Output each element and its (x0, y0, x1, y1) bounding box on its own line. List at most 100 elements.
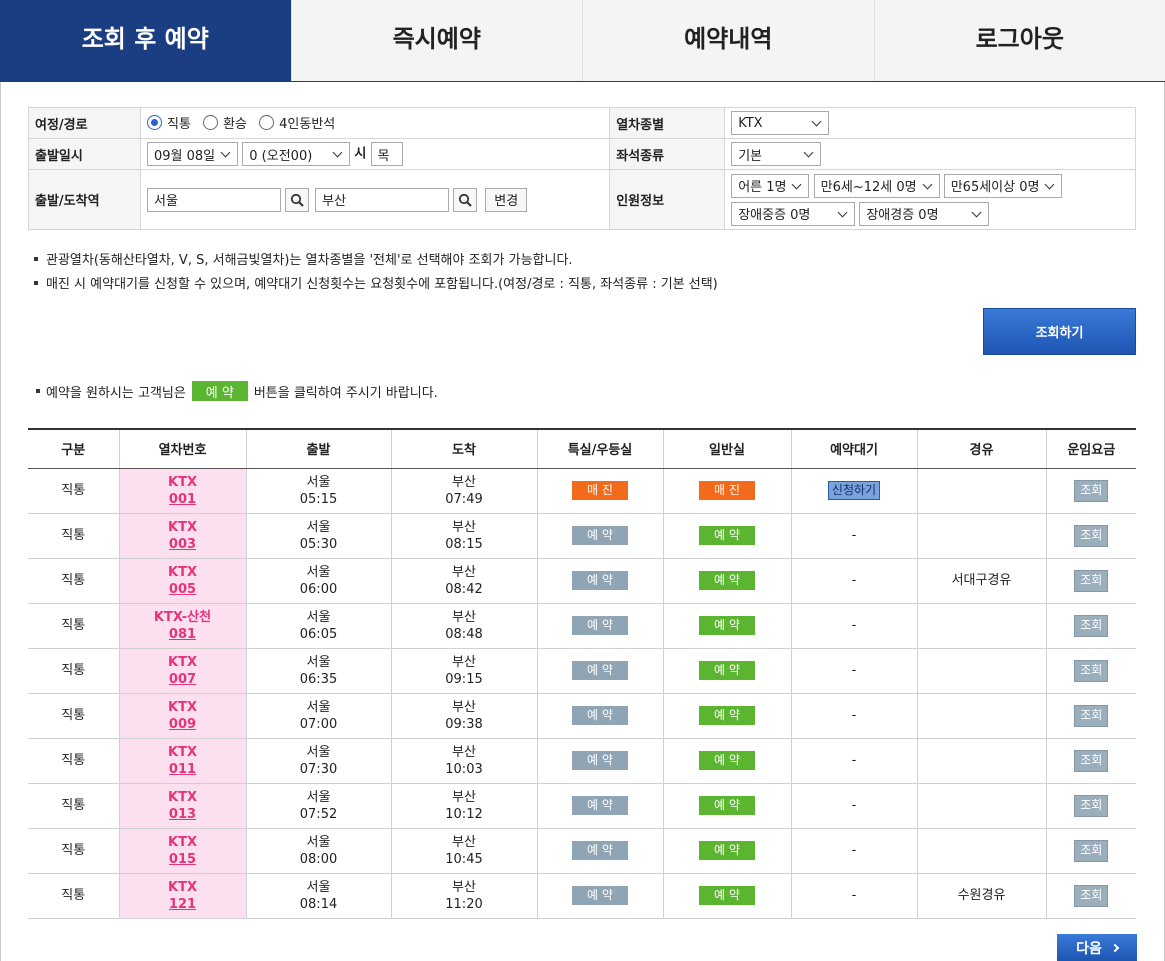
fare-button[interactable]: 조회 (1074, 614, 1109, 637)
seat-button[interactable]: 예 약 (572, 841, 628, 860)
seat-button[interactable]: 예 약 (572, 886, 628, 905)
fare-button[interactable]: 조회 (1074, 794, 1109, 817)
seat-button[interactable]: 예 약 (699, 841, 755, 860)
field-label: 열차종별 (609, 107, 726, 139)
seat-button[interactable]: 예 약 (572, 571, 628, 590)
select[interactable]: 만6세~12세 0명 (813, 173, 940, 198)
train-number[interactable]: 001 (168, 491, 197, 507)
select[interactable]: 기본 (731, 142, 822, 166)
seat-cell: 예 약 (536, 647, 664, 694)
radio[interactable]: 직통 (147, 113, 191, 132)
train-name[interactable]: KTX (168, 789, 197, 805)
tab[interactable]: 로그아웃 (873, 0, 1165, 81)
fare-button[interactable]: 조회 (1074, 659, 1109, 682)
train-type-field: KTX (724, 107, 1136, 139)
select[interactable]: KTX (731, 111, 830, 135)
instruction-text: 예약을 원하시는 고객님은 (46, 385, 186, 401)
fare-button[interactable]: 조회 (1074, 839, 1109, 862)
train-name[interactable]: KTX (168, 699, 197, 715)
fare-cell: 조회 (1045, 512, 1136, 559)
seat-button[interactable]: 예 약 (699, 661, 755, 680)
seat-button[interactable]: 예 약 (699, 706, 755, 725)
seat-button[interactable]: 예 약 (699, 796, 755, 815)
train-number[interactable]: 007 (168, 671, 197, 687)
next-button[interactable]: 다음 (1057, 934, 1137, 961)
time-cell: 서울 08:00 (245, 827, 392, 874)
seat-button[interactable]: 예 약 (572, 706, 628, 725)
seat-button[interactable]: 매 진 (699, 481, 755, 500)
train-name[interactable]: KTX (168, 879, 197, 895)
seat-button[interactable]: 예 약 (572, 526, 628, 545)
train-name[interactable]: KTX (168, 834, 197, 850)
seat-button[interactable]: 매 진 (572, 481, 628, 500)
radio[interactable]: 4인동반석 (259, 113, 335, 132)
via-cell (916, 827, 1047, 874)
seat-button[interactable]: 예 약 (699, 526, 755, 545)
tab[interactable]: 조회 후 예약 (0, 0, 291, 81)
seat-button[interactable]: 예 약 (699, 616, 755, 635)
station: 서울 (306, 564, 331, 580)
train-number[interactable]: 081 (168, 626, 197, 642)
train-name[interactable]: KTX (168, 519, 197, 535)
notice: 관광열차(동해산타열차, V, S, 서해금빛열차)는 열차종별을 '전체'로 … (44, 249, 718, 273)
select[interactable]: 0 (오전00) (242, 142, 351, 166)
select[interactable]: 장애경증 0명 (859, 201, 990, 226)
waitlist-button[interactable]: 신청하기 (827, 481, 881, 500)
train-number[interactable]: 003 (168, 536, 197, 552)
train-number[interactable]: 013 (168, 806, 197, 822)
input[interactable]: 부산 (315, 187, 450, 212)
train-table: 구분 열차번호 출발 도착 특실/우등실 일반실 예약대기 경유 운임요금 직통 KTX 001 서울… (28, 428, 1136, 919)
notice: 매진 시 예약대기를 신청할 수 있으며, 예약대기 신청횟수는 요청횟수에 포… (44, 273, 718, 297)
seat-button[interactable]: 예 약 (572, 661, 628, 680)
train-name[interactable]: KTX-산천 (153, 609, 212, 625)
seat-button[interactable]: 예 약 (572, 616, 628, 635)
seat-button[interactable]: 예 약 (572, 751, 628, 770)
seat-button[interactable]: 예 약 (572, 796, 628, 815)
train-number[interactable]: 121 (168, 896, 197, 912)
search-icon[interactable] (285, 187, 309, 212)
search-icon[interactable] (453, 187, 478, 212)
train-name[interactable]: KTX (168, 654, 197, 670)
time-cell: 부산 08:42 (390, 557, 538, 604)
fare-button[interactable]: 조회 (1074, 704, 1109, 727)
train-number[interactable]: 011 (168, 761, 197, 777)
train-name[interactable]: KTX (168, 564, 197, 580)
select[interactable]: 장애중증 0명 (731, 201, 856, 226)
seat-cell: 예 약 (662, 602, 792, 649)
time-cell: 서울 07:00 (245, 692, 392, 739)
search-button[interactable]: 조회하기 (983, 308, 1136, 355)
train-number[interactable]: 005 (168, 581, 197, 597)
station: 서울 (306, 744, 331, 760)
seat-button[interactable]: 예 약 (699, 886, 755, 905)
seat-button[interactable]: 예 약 (699, 751, 755, 770)
seat-cell: 예 약 (662, 692, 792, 739)
input[interactable]: 서울 (147, 187, 281, 212)
select[interactable]: 09월 08일 (147, 142, 239, 166)
station: 서울 (306, 834, 331, 850)
change-button[interactable]: 변경 (485, 187, 528, 212)
train-name[interactable]: KTX (168, 474, 197, 490)
seat-cell: 예 약 (536, 827, 664, 874)
select[interactable]: 어른 1명 (731, 173, 810, 198)
radio[interactable]: 환승 (203, 113, 247, 132)
tab[interactable]: 즉시예약 (290, 0, 582, 81)
waitlist-cell: - (790, 602, 918, 649)
fare-button[interactable]: 조회 (1074, 884, 1109, 907)
select[interactable]: 만65세이상 0명 (943, 173, 1063, 198)
route-cell: 직통 (28, 737, 120, 784)
fare-button[interactable]: 조회 (1074, 524, 1109, 547)
time: 05:15 (299, 491, 338, 507)
fare-button[interactable]: 조회 (1074, 479, 1109, 502)
seat-button[interactable]: 예 약 (699, 571, 755, 590)
fare-button[interactable]: 조회 (1074, 569, 1109, 592)
train-name[interactable]: KTX (168, 744, 197, 760)
fare-cell: 조회 (1045, 872, 1136, 919)
station: 서울 (306, 474, 331, 490)
tab[interactable]: 예약내역 (582, 0, 874, 81)
fare-button[interactable]: 조회 (1074, 749, 1109, 772)
train-number[interactable]: 009 (168, 716, 197, 732)
train-number[interactable]: 015 (168, 851, 197, 867)
